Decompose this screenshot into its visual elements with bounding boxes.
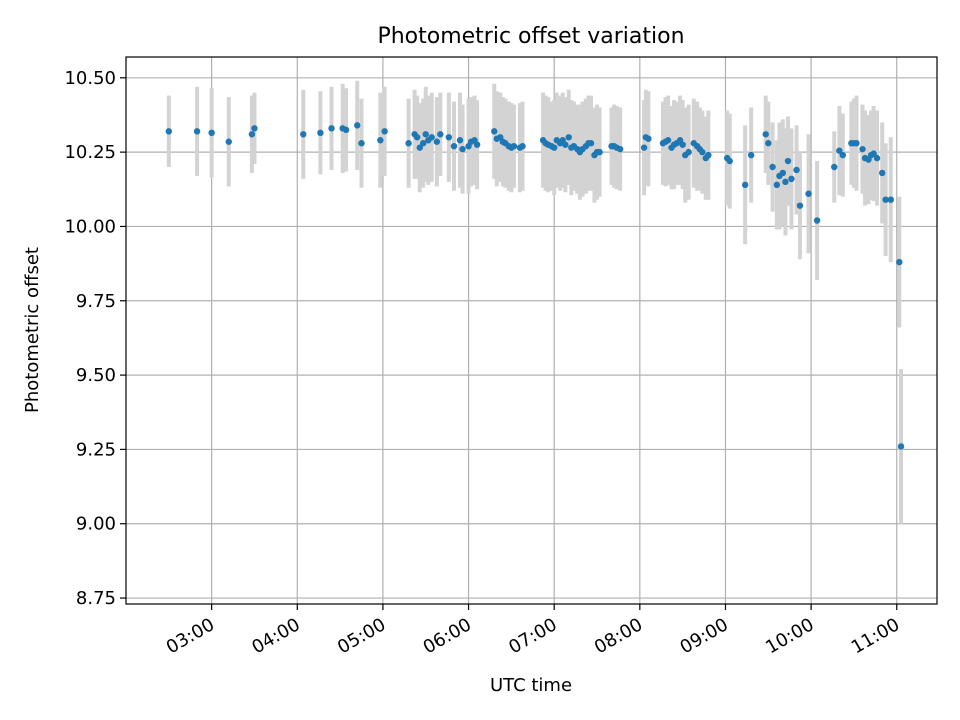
data-point — [419, 140, 427, 147]
y-tick-label: 9.75 — [76, 291, 116, 312]
data-point — [428, 134, 435, 141]
y-axis-label: Photometric offset — [22, 247, 43, 413]
data-point — [416, 144, 423, 151]
data-point — [208, 129, 215, 137]
data-point — [870, 150, 877, 157]
error-bars — [166, 80, 904, 524]
data-point — [459, 145, 466, 153]
y-tick-label: 10.00 — [64, 216, 116, 237]
data-points — [165, 122, 905, 450]
x-tick-label: 07:00 — [505, 614, 560, 658]
data-point — [616, 145, 624, 153]
data-point — [726, 157, 733, 165]
data-point — [773, 181, 781, 189]
x-tick-label: 08:00 — [591, 614, 646, 658]
y-tick-label: 8.75 — [76, 588, 116, 609]
data-point — [645, 135, 652, 142]
x-axis: 03:00 04:00 05:00 06:00 07:00 08:00 09:00 10:00… — [163, 604, 903, 658]
data-point — [882, 196, 889, 203]
x-tick-label: 11:00 — [848, 614, 903, 658]
data-point — [878, 169, 886, 177]
data-point — [562, 141, 569, 148]
data-point — [445, 134, 453, 141]
y-tick-label: 9.00 — [76, 514, 116, 535]
data-point — [456, 137, 464, 144]
data-point — [300, 131, 307, 138]
data-point — [193, 128, 201, 135]
data-point — [796, 202, 804, 209]
data-point — [784, 157, 792, 165]
data-point — [596, 148, 603, 156]
data-point — [354, 122, 361, 129]
data-point — [859, 145, 866, 153]
data-point — [519, 142, 526, 150]
data-point — [741, 181, 749, 189]
data-point — [358, 140, 365, 147]
x-tick-label: 05:00 — [334, 614, 389, 658]
data-point — [679, 141, 686, 148]
y-tick-label: 9.50 — [76, 365, 116, 386]
data-point — [765, 140, 772, 147]
data-point — [836, 147, 843, 154]
data-point — [853, 140, 860, 147]
data-point — [587, 140, 595, 147]
data-point — [225, 138, 232, 145]
data-point — [510, 142, 518, 150]
x-axis-label: UTC time — [490, 675, 572, 696]
data-point — [565, 134, 572, 141]
data-point — [705, 151, 712, 159]
data-point — [550, 144, 558, 151]
x-tick-label: 06:00 — [420, 614, 475, 658]
x-tick-label: 04:00 — [248, 614, 303, 658]
data-point — [805, 190, 812, 197]
data-point — [788, 175, 795, 183]
data-point — [782, 178, 789, 186]
data-point — [762, 131, 769, 138]
data-point — [896, 258, 903, 266]
y-tick-label: 10.25 — [64, 142, 116, 163]
data-point — [793, 166, 800, 174]
data-point — [685, 148, 692, 156]
data-point — [342, 126, 350, 134]
data-point — [248, 131, 256, 138]
plot-frame — [125, 56, 938, 605]
data-point — [413, 134, 421, 141]
data-point — [317, 129, 324, 137]
data-point — [491, 128, 498, 135]
data-point — [433, 138, 441, 145]
data-point — [897, 443, 905, 450]
data-point — [473, 141, 481, 148]
data-point — [813, 217, 821, 224]
data-point — [779, 169, 787, 177]
y-axis: 8.75 9.00 9.25 9.50 9.75 10.00 10.25 10.50 — [64, 68, 126, 609]
data-point — [664, 137, 672, 144]
data-point — [831, 163, 838, 171]
data-point — [328, 125, 335, 132]
data-point — [699, 148, 706, 156]
y-tick-label: 10.50 — [64, 68, 116, 89]
data-point — [251, 125, 258, 132]
data-point — [377, 137, 384, 144]
data-point — [769, 163, 776, 171]
data-point — [887, 196, 894, 203]
grid — [126, 57, 937, 604]
x-tick-label: 03:00 — [163, 614, 218, 658]
x-tick-label: 09:00 — [677, 614, 732, 658]
y-tick-label: 9.25 — [76, 439, 116, 460]
data-point — [839, 151, 846, 159]
data-point — [381, 128, 388, 135]
data-point — [437, 131, 444, 138]
chart-title: Photometric offset variation — [377, 24, 684, 49]
data-point — [165, 128, 173, 135]
data-point — [450, 142, 458, 150]
data-point — [405, 140, 412, 147]
data-point — [873, 154, 881, 162]
data-point — [747, 151, 755, 159]
x-tick-label: 10:00 — [762, 614, 817, 658]
data-point — [422, 131, 429, 138]
data-point — [640, 144, 648, 151]
